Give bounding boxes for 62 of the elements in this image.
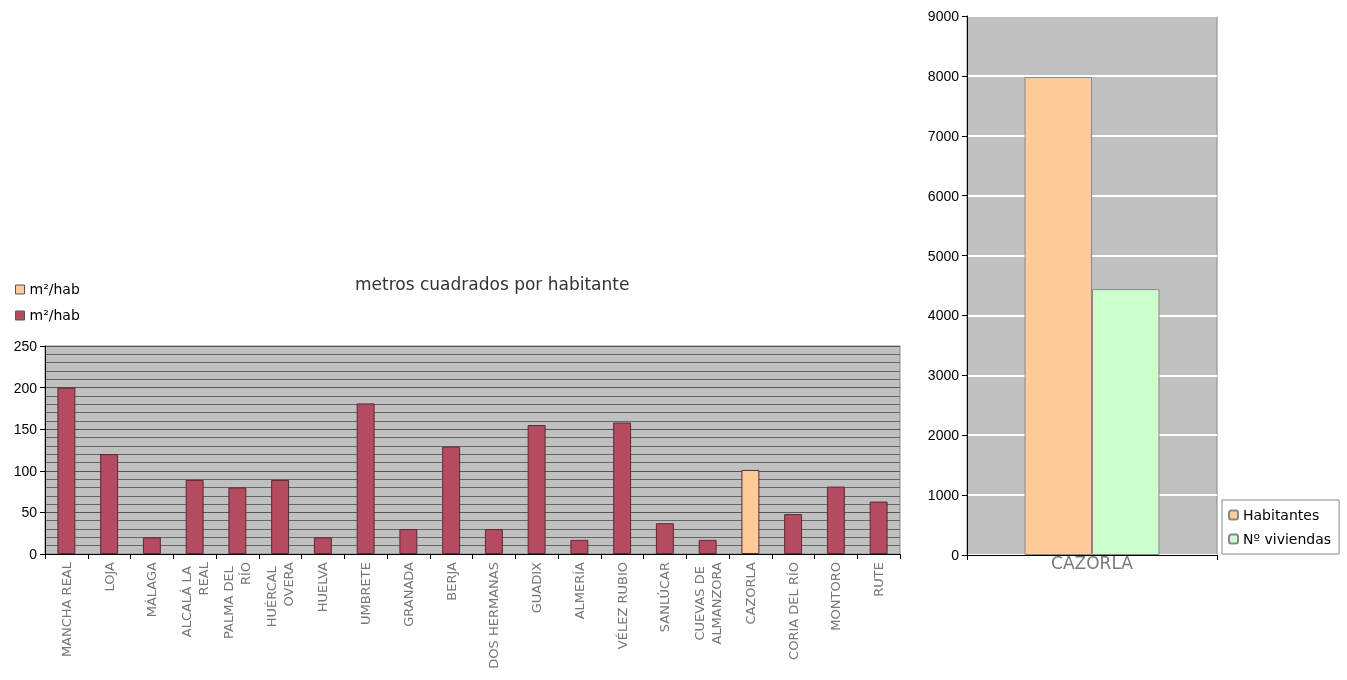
y-tick-label: 2000 xyxy=(927,427,960,444)
x-tick-label: HUELVA xyxy=(315,561,331,613)
bar xyxy=(100,454,119,554)
bar xyxy=(313,537,332,554)
x-tick-label: MANCHA REAL xyxy=(58,561,74,658)
y-tick-label: 0 xyxy=(951,547,960,563)
x-tick-label: ALMERÍA xyxy=(571,561,587,620)
bar xyxy=(228,487,247,554)
y-tick-label: 200 xyxy=(13,379,38,396)
bar xyxy=(185,479,204,554)
legend-label: Habitantes xyxy=(1243,507,1320,523)
x-tick-label: DOS HERMANAS xyxy=(486,562,502,669)
x-tick-label: CAZORLA xyxy=(742,561,758,625)
x-tick-label: CUEVAS DE ALMANZORA xyxy=(691,561,724,645)
y-tick-label: 5000 xyxy=(927,247,960,264)
bar xyxy=(784,514,803,554)
bar xyxy=(442,446,461,554)
bar xyxy=(271,479,290,554)
y-tick-label: 50 xyxy=(21,504,38,521)
x-tick-label: UMBRETE xyxy=(358,562,374,626)
x-tick-label: LOJA xyxy=(101,561,117,592)
legend-label: Nº viviendas xyxy=(1243,531,1332,547)
x-tick-label: GRANADA xyxy=(400,561,416,627)
bar xyxy=(826,486,845,554)
y-tick-label: 7000 xyxy=(927,127,960,144)
bar xyxy=(356,403,375,554)
x-tick-label: HUÉRCAL OVERA xyxy=(264,561,297,628)
legend-label: m²/hab xyxy=(29,281,80,297)
bar xyxy=(613,422,632,554)
y-tick-label: 6000 xyxy=(927,187,960,204)
chart-title: metros cuadrados por habitante xyxy=(355,273,630,294)
x-tick-label: VÉLEZ RUBIO xyxy=(614,562,630,650)
bar xyxy=(741,469,760,554)
x-tick-label: BERJA xyxy=(443,561,459,601)
bar xyxy=(570,539,589,554)
bar xyxy=(484,529,503,554)
x-tick-label: CORIA DEL RÍO xyxy=(785,562,801,660)
x-tick-label: CAZORLA xyxy=(1051,553,1134,573)
bar xyxy=(399,529,418,554)
x-tick-label: PALMA DEL RÍO xyxy=(221,562,254,639)
x-tick-label: MONTORO xyxy=(828,562,844,631)
bar xyxy=(655,523,674,554)
y-tick-label: 150 xyxy=(13,421,38,438)
y-tick-label: 3000 xyxy=(927,367,960,384)
x-tick-label: GUADIX xyxy=(529,561,545,614)
x-tick-label: MÁLAGA xyxy=(144,561,160,618)
y-tick-label: 1000 xyxy=(927,487,960,504)
x-tick-label: RUTE xyxy=(871,562,887,597)
y-tick-label: 100 xyxy=(13,462,38,479)
y-tick-label: 250 xyxy=(13,338,38,354)
bar xyxy=(698,539,717,554)
y-tick-label: 8000 xyxy=(927,67,960,84)
bar xyxy=(142,537,161,554)
legend-label: m²/hab xyxy=(29,307,80,323)
x-tick-label: ALCALÁ LA REAL xyxy=(178,561,211,638)
y-tick-label: 4000 xyxy=(927,307,960,324)
y-tick-label: 0 xyxy=(29,546,38,562)
y-tick-label: 9000 xyxy=(927,8,960,24)
bar xyxy=(527,425,546,554)
bar xyxy=(57,387,76,554)
x-tick-label: SANLÚCAR xyxy=(657,562,673,633)
bar xyxy=(869,501,888,554)
